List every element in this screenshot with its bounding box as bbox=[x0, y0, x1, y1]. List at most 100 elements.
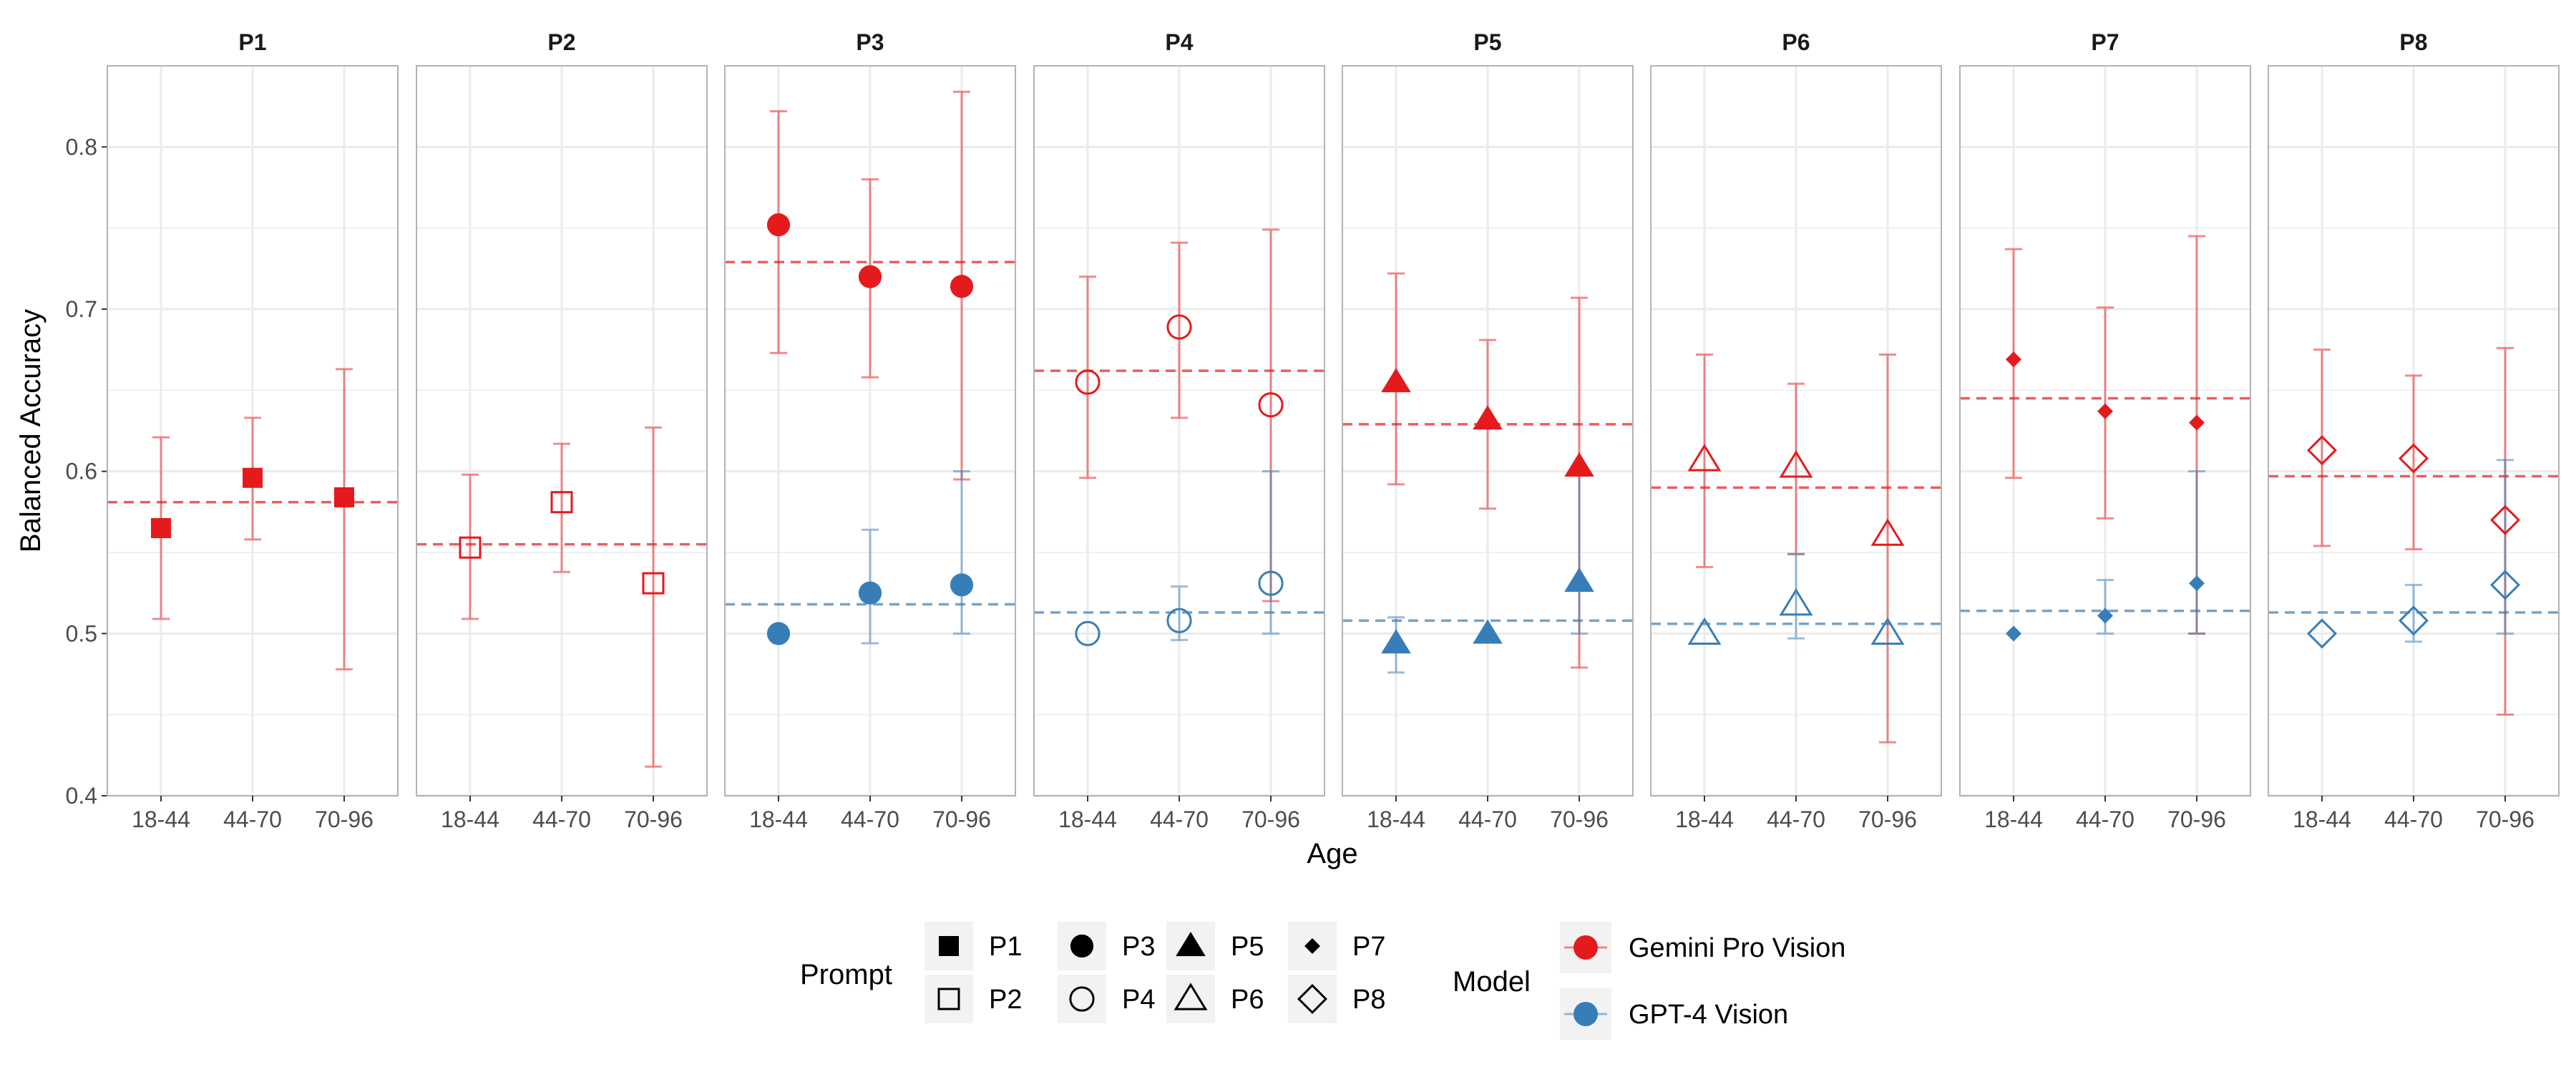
legend-key-background bbox=[924, 975, 973, 1023]
gpt-point bbox=[1473, 619, 1503, 644]
gpt-point bbox=[858, 581, 882, 605]
legend-prompt-item: P8 bbox=[1288, 975, 1385, 1023]
legend-key-p8 bbox=[1297, 983, 1328, 1015]
gemini-point bbox=[1779, 450, 1813, 478]
gemini-point bbox=[550, 491, 573, 514]
gemini-error-bar bbox=[553, 442, 570, 573]
legend-model-label: Gemini Pro Vision bbox=[1629, 933, 1845, 963]
x-axis-title: Age bbox=[1307, 838, 1357, 869]
x-tick-label: 44-70 bbox=[1458, 806, 1517, 832]
legend-key-p7 bbox=[1304, 938, 1320, 954]
gpt-point bbox=[1166, 608, 1192, 633]
legend-model-item: Gemini Pro Vision bbox=[1560, 922, 1845, 973]
legend-model-label: GPT-4 Vision bbox=[1629, 1000, 1788, 1030]
gemini-point bbox=[1564, 452, 1594, 477]
x-tick-label: 18-44 bbox=[1367, 806, 1425, 832]
legend-key-p5 bbox=[1176, 932, 1206, 957]
x-tick-label: 44-70 bbox=[2076, 806, 2135, 832]
gpt-point bbox=[1381, 629, 1411, 654]
legend-prompt-label: P1 bbox=[989, 932, 1022, 962]
y-tick-label: 0.6 bbox=[66, 459, 97, 484]
gpt-point bbox=[950, 573, 974, 597]
gemini-error-bar bbox=[1696, 353, 1713, 568]
legend-prompt-item: P1 bbox=[924, 922, 1022, 970]
y-tick-label: 0.4 bbox=[66, 783, 97, 809]
gemini-point bbox=[151, 518, 171, 538]
panel-title: P1 bbox=[238, 29, 266, 55]
x-tick-label: 70-96 bbox=[932, 806, 991, 832]
panel-title: P2 bbox=[547, 29, 575, 55]
gemini-point bbox=[2489, 505, 2521, 535]
gemini-point bbox=[1473, 405, 1503, 430]
gpt-point bbox=[2398, 605, 2429, 636]
x-tick-label: 44-70 bbox=[841, 806, 899, 832]
legend-key-background bbox=[1166, 975, 1215, 1023]
gemini-point bbox=[334, 487, 354, 507]
gpt-point bbox=[1564, 567, 1594, 592]
panel-title: P7 bbox=[2091, 29, 2119, 55]
legend-prompt-label: P3 bbox=[1122, 932, 1155, 962]
gemini-error-bar bbox=[1171, 241, 1188, 419]
gemini-error-bar bbox=[2313, 349, 2331, 547]
panel-title: P5 bbox=[1473, 29, 1501, 55]
legend-key-dot bbox=[1574, 935, 1598, 960]
legend-prompt-label: P5 bbox=[1231, 932, 1264, 962]
legend-key-background bbox=[1288, 975, 1337, 1023]
legend-key-background bbox=[1058, 975, 1106, 1023]
gpt-error-bar bbox=[2497, 459, 2514, 635]
gpt-error-bar bbox=[1787, 552, 1805, 640]
gemini-point bbox=[2006, 351, 2021, 368]
gpt-point bbox=[1075, 620, 1101, 646]
gpt-error-bar bbox=[2405, 583, 2422, 643]
gpt-point bbox=[1779, 588, 1813, 616]
gemini-error-bar bbox=[1079, 276, 1096, 479]
legend-prompt-item: P2 bbox=[924, 975, 1022, 1023]
legend-prompt-item: P4 bbox=[1058, 975, 1155, 1023]
legend-key-p6 bbox=[1174, 983, 1208, 1010]
gemini-error-bar bbox=[462, 473, 479, 620]
x-tick-label: 70-96 bbox=[1858, 806, 1917, 832]
legend-model-item: GPT-4 Vision bbox=[1560, 988, 1788, 1040]
y-axis-ticks: 0.4 0.5 0.6 0.7 0.8 bbox=[66, 134, 107, 809]
legend-key-p2 bbox=[937, 988, 960, 1010]
gemini-point bbox=[1166, 314, 1192, 340]
panel-title: P3 bbox=[856, 29, 884, 55]
gpt-point bbox=[1687, 617, 1722, 645]
gemini-point bbox=[642, 572, 665, 595]
x-tick-label: 70-96 bbox=[1241, 806, 1300, 832]
legend-prompt-label: P4 bbox=[1122, 985, 1155, 1015]
x-tick-label: 70-96 bbox=[315, 806, 374, 832]
panel-title: P6 bbox=[1782, 29, 1810, 55]
gpt-error-bar bbox=[2097, 579, 2114, 635]
y-tick-label: 0.7 bbox=[66, 296, 97, 322]
legend-key-dot bbox=[1574, 1002, 1598, 1026]
gemini-point bbox=[1381, 368, 1411, 393]
gemini-point bbox=[2306, 435, 2338, 466]
gemini-error-bar bbox=[645, 426, 662, 768]
x-tick-label: 44-70 bbox=[1767, 806, 1825, 832]
gpt-point bbox=[766, 622, 791, 645]
y-axis-title: Balanced Accuracy bbox=[15, 309, 47, 552]
gpt-point bbox=[1870, 617, 1905, 645]
legend-prompt-label: P8 bbox=[1352, 985, 1385, 1015]
legend-key-p3 bbox=[1070, 934, 1094, 958]
gemini-point bbox=[2097, 403, 2113, 419]
gemini-point bbox=[459, 536, 482, 559]
gemini-error-bar bbox=[336, 368, 353, 671]
x-tick-label: 70-96 bbox=[2167, 806, 2226, 832]
legend-prompt-title: Prompt bbox=[800, 959, 892, 990]
gpt-point bbox=[2097, 608, 2113, 624]
gemini-point bbox=[1075, 369, 1101, 395]
gpt-error-bar bbox=[953, 470, 970, 635]
x-tick-label: 18-44 bbox=[1984, 806, 2043, 832]
panel-p2: P2 18-44 44-70 70-96 bbox=[416, 29, 708, 832]
gemini-point bbox=[766, 213, 791, 237]
x-tick-label: 18-44 bbox=[1058, 806, 1117, 832]
panel-p3: P3 18-44 44-70 70-96 bbox=[724, 29, 1016, 832]
gemini-point bbox=[1258, 392, 1284, 418]
panel-p5: P5 18-44 44-70 70-96 bbox=[1342, 29, 1634, 832]
gpt-error-bar bbox=[1262, 470, 1279, 635]
gemini-error-bar bbox=[1879, 353, 1896, 744]
